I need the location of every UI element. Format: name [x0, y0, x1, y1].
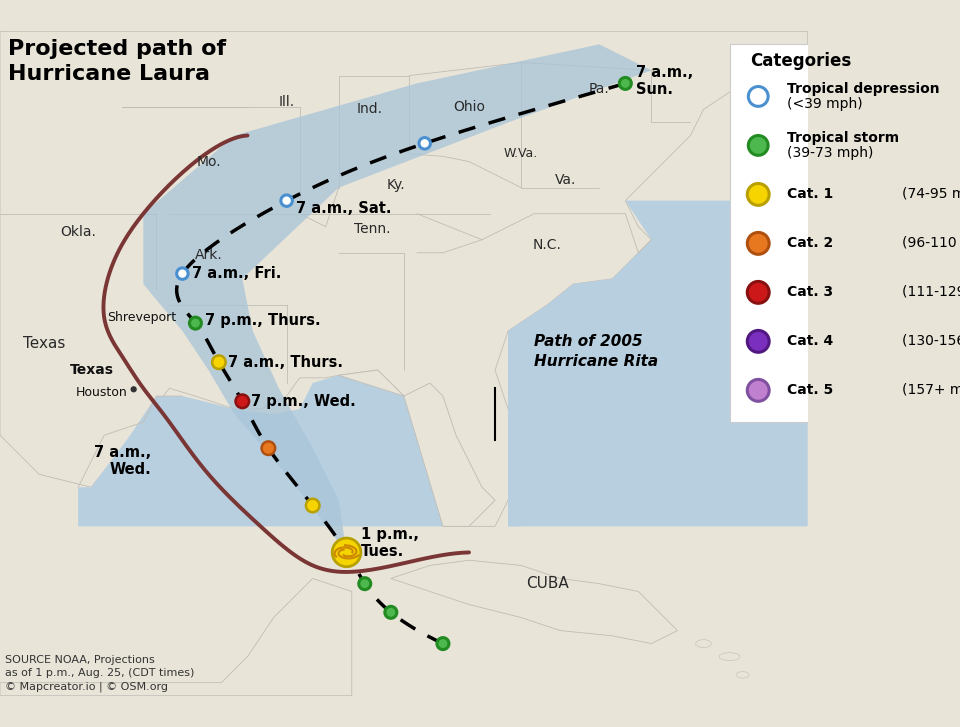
Polygon shape: [78, 331, 534, 526]
Circle shape: [747, 233, 769, 254]
Circle shape: [419, 137, 430, 149]
Text: 1 p.m.,
Tues.: 1 p.m., Tues.: [361, 527, 419, 560]
Circle shape: [437, 638, 449, 650]
Text: 7 a.m.,
Sun.: 7 a.m., Sun.: [636, 65, 693, 97]
Circle shape: [747, 183, 769, 205]
Circle shape: [385, 606, 396, 619]
Circle shape: [747, 281, 769, 303]
Text: Houston: Houston: [76, 385, 128, 398]
Text: Cat. 4: Cat. 4: [787, 334, 838, 348]
Text: Texas: Texas: [23, 337, 65, 351]
Polygon shape: [0, 31, 807, 526]
Polygon shape: [143, 44, 652, 553]
Circle shape: [212, 356, 226, 369]
Text: Okla.: Okla.: [60, 225, 96, 239]
Text: Ill.: Ill.: [278, 95, 295, 108]
Circle shape: [747, 379, 769, 401]
Circle shape: [359, 578, 371, 590]
Text: Mo.: Mo.: [196, 155, 221, 169]
Circle shape: [749, 135, 768, 156]
Text: Projected path of
Hurricane Laura: Projected path of Hurricane Laura: [8, 39, 226, 84]
Text: Path of 2005
Hurricane Rita: Path of 2005 Hurricane Rita: [534, 334, 659, 369]
Circle shape: [281, 195, 293, 206]
Text: Pa.: Pa.: [588, 81, 610, 96]
Text: Cat. 2: Cat. 2: [787, 236, 838, 250]
Text: W.Va.: W.Va.: [504, 148, 539, 160]
Text: (74-95 mph): (74-95 mph): [902, 188, 960, 201]
Ellipse shape: [696, 640, 711, 648]
Text: (96-110 mph): (96-110 mph): [902, 236, 960, 250]
Text: N.C.: N.C.: [533, 238, 562, 252]
Circle shape: [131, 386, 136, 393]
Text: (<39 mph): (<39 mph): [787, 97, 862, 111]
Polygon shape: [339, 370, 495, 526]
Text: Ohio: Ohio: [453, 100, 485, 114]
Ellipse shape: [719, 653, 740, 661]
Text: Tropical depression: Tropical depression: [787, 82, 940, 96]
Text: Va.: Va.: [555, 173, 576, 187]
Text: Tenn.: Tenn.: [354, 222, 391, 236]
Circle shape: [177, 268, 188, 279]
Text: Cat. 5: Cat. 5: [787, 383, 838, 398]
Text: Tropical storm: Tropical storm: [787, 131, 899, 145]
Circle shape: [261, 441, 276, 455]
Text: 7 a.m., Sat.: 7 a.m., Sat.: [296, 201, 392, 216]
Circle shape: [306, 499, 320, 513]
Text: Shreveport: Shreveport: [107, 311, 176, 324]
Text: Ind.: Ind.: [357, 103, 383, 116]
Text: Texas: Texas: [70, 363, 114, 377]
Text: CUBA: CUBA: [526, 577, 568, 591]
Polygon shape: [391, 561, 678, 643]
Text: (39-73 mph): (39-73 mph): [787, 146, 874, 160]
Text: Categories: Categories: [751, 52, 852, 70]
Polygon shape: [0, 579, 351, 696]
Text: Ky.: Ky.: [387, 178, 405, 192]
Text: Cat. 1: Cat. 1: [787, 188, 838, 201]
FancyBboxPatch shape: [730, 44, 960, 422]
Text: 7 a.m., Thurs.: 7 a.m., Thurs.: [228, 355, 343, 370]
Text: 7 a.m.,
Wed.: 7 a.m., Wed.: [94, 445, 151, 478]
Text: (157+ mph): (157+ mph): [902, 383, 960, 398]
Circle shape: [235, 395, 249, 408]
Text: SOURCE NOAA, Projections
as of 1 p.m., Aug. 25, (CDT times)
© Mapcreator.io | © : SOURCE NOAA, Projections as of 1 p.m., A…: [5, 655, 195, 692]
Text: (130-156 mph): (130-156 mph): [902, 334, 960, 348]
Circle shape: [749, 87, 768, 106]
Polygon shape: [508, 201, 807, 526]
Circle shape: [332, 538, 361, 567]
Text: Ark.: Ark.: [195, 249, 223, 262]
Text: 7 p.m., Wed.: 7 p.m., Wed.: [252, 394, 356, 409]
Text: 7 p.m., Thurs.: 7 p.m., Thurs.: [204, 313, 321, 328]
Text: 7 a.m., Fri.: 7 a.m., Fri.: [191, 266, 281, 281]
Text: Cat. 3: Cat. 3: [787, 286, 838, 300]
Text: (111-129 mph): (111-129 mph): [902, 286, 960, 300]
Ellipse shape: [736, 672, 749, 678]
Circle shape: [747, 330, 769, 353]
Circle shape: [189, 317, 202, 329]
Circle shape: [619, 77, 632, 89]
